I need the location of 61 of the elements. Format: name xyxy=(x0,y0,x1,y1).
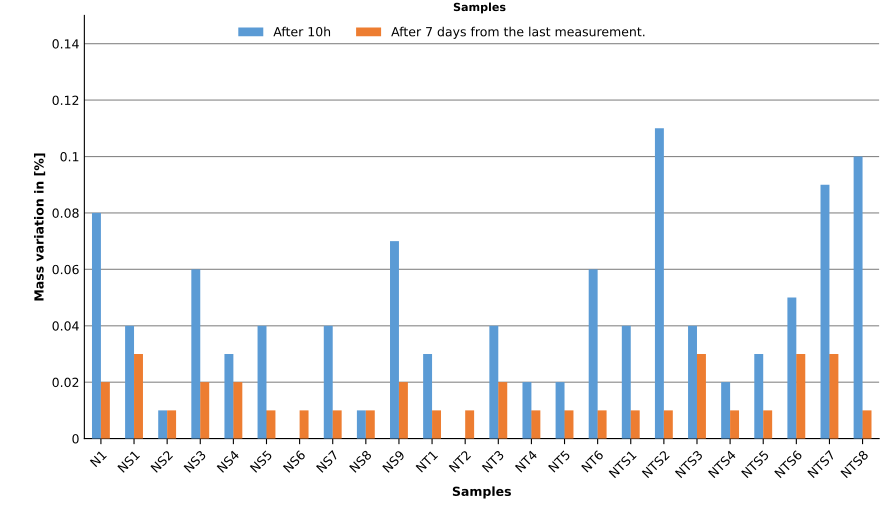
bar xyxy=(233,382,242,439)
bar xyxy=(258,326,266,439)
bar xyxy=(829,354,838,439)
bar xyxy=(498,382,508,439)
y-axis-title: Mass variation in [%] xyxy=(34,154,46,300)
bar xyxy=(862,410,872,439)
bar xyxy=(191,269,200,439)
bar xyxy=(820,184,830,439)
bar xyxy=(390,241,399,439)
bar xyxy=(522,382,532,439)
bar xyxy=(796,354,806,439)
bar xyxy=(125,326,134,439)
bar xyxy=(332,410,342,439)
y-tick-label: 0.14 xyxy=(52,39,79,49)
bar xyxy=(730,410,740,439)
bar xyxy=(754,354,764,439)
bar xyxy=(763,410,772,439)
x-tick-label: NT1 xyxy=(416,450,438,472)
bar xyxy=(266,410,276,439)
bar xyxy=(531,410,540,439)
bar xyxy=(398,382,408,439)
bar xyxy=(366,410,375,439)
y-tick-label: 0.06 xyxy=(52,264,79,274)
bar xyxy=(300,410,309,439)
y-tick-label: 0.1 xyxy=(60,152,78,162)
bar xyxy=(696,354,706,439)
bar xyxy=(100,382,110,439)
y-tick-label: 0.12 xyxy=(52,96,78,106)
bar xyxy=(465,410,474,439)
bar xyxy=(664,410,673,439)
bar xyxy=(556,382,565,439)
bar xyxy=(598,410,607,439)
bar xyxy=(854,156,863,439)
bar xyxy=(158,410,168,439)
bar xyxy=(588,269,598,439)
legend-label: After 10h xyxy=(273,26,330,36)
bar xyxy=(134,354,143,439)
y-tick-label: 0.02 xyxy=(52,378,78,388)
bar xyxy=(489,326,498,439)
chart-title: Samples xyxy=(454,2,506,14)
bar xyxy=(622,326,631,439)
x-axis-title: Samples xyxy=(452,486,511,498)
bar xyxy=(630,410,640,439)
bar xyxy=(324,326,333,439)
legend-label: After 7 days from the last measurement. xyxy=(391,26,644,39)
bar xyxy=(200,382,210,439)
bar xyxy=(423,354,432,439)
bar xyxy=(432,410,442,439)
bar xyxy=(721,382,730,439)
y-tick-label: 0.04 xyxy=(52,321,79,331)
bar xyxy=(356,410,366,439)
bar xyxy=(167,410,176,439)
bar xyxy=(654,128,664,439)
bar xyxy=(564,410,574,439)
x-tick-label: N1 xyxy=(90,450,107,468)
bar xyxy=(224,354,234,439)
y-tick-label: 0 xyxy=(72,434,79,444)
y-tick-label: 0.08 xyxy=(52,208,79,218)
bar xyxy=(688,326,697,439)
bar xyxy=(92,212,101,439)
bar xyxy=(787,298,796,439)
